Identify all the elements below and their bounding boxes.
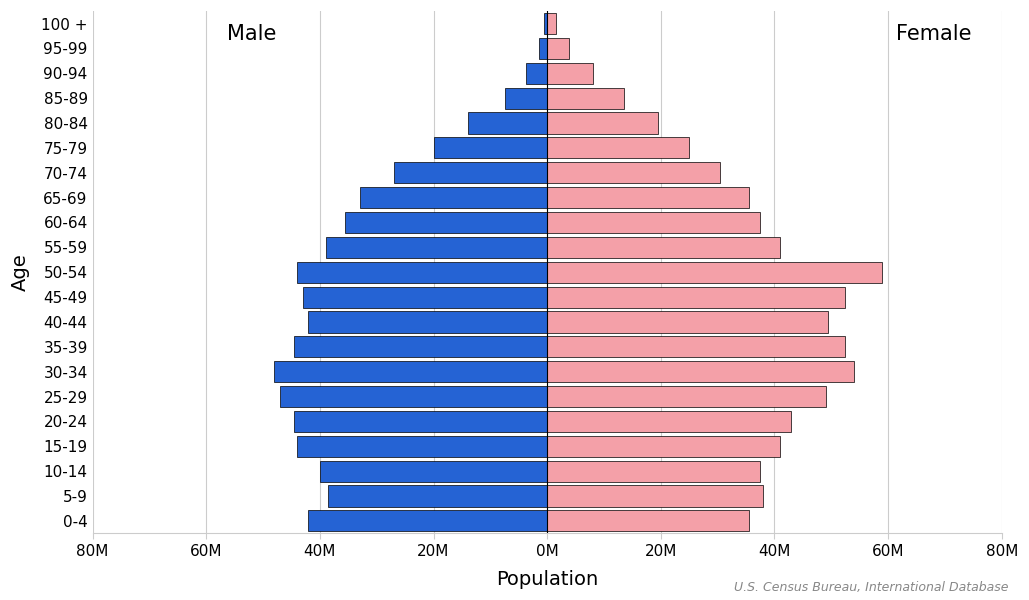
Bar xyxy=(547,287,846,308)
Bar xyxy=(547,88,624,109)
Text: Male: Male xyxy=(227,23,277,44)
Bar xyxy=(467,112,547,134)
Bar xyxy=(294,336,547,358)
Bar xyxy=(294,411,547,432)
Bar xyxy=(309,511,547,532)
Bar xyxy=(275,361,547,382)
Bar xyxy=(547,262,883,283)
Bar xyxy=(547,361,854,382)
X-axis label: Population: Population xyxy=(496,570,598,589)
Bar xyxy=(538,38,547,59)
Bar xyxy=(360,187,547,208)
Bar xyxy=(547,38,569,59)
Bar xyxy=(547,386,825,407)
Bar xyxy=(547,13,557,34)
Bar xyxy=(325,237,547,258)
Bar xyxy=(303,287,547,308)
Bar xyxy=(547,137,689,158)
Bar xyxy=(547,485,764,506)
Bar xyxy=(504,88,547,109)
Bar xyxy=(547,411,791,432)
Bar xyxy=(547,162,720,184)
Bar xyxy=(547,461,760,482)
Bar xyxy=(547,336,846,358)
Bar xyxy=(526,63,547,84)
Bar xyxy=(547,187,749,208)
Bar xyxy=(543,13,547,34)
Bar xyxy=(547,237,780,258)
Bar xyxy=(547,63,593,84)
Bar xyxy=(547,436,780,457)
Bar xyxy=(547,212,760,233)
Bar xyxy=(297,436,547,457)
Text: U.S. Census Bureau, International Database: U.S. Census Bureau, International Databa… xyxy=(734,581,1008,594)
Bar xyxy=(394,162,547,184)
Text: Female: Female xyxy=(896,23,971,44)
Bar xyxy=(433,137,547,158)
Bar xyxy=(280,386,547,407)
Bar xyxy=(547,311,828,332)
Bar xyxy=(547,112,658,134)
Bar xyxy=(320,461,547,482)
Bar xyxy=(328,485,547,506)
Y-axis label: Age: Age xyxy=(11,253,30,291)
Bar xyxy=(297,262,547,283)
Bar xyxy=(309,311,547,332)
Bar xyxy=(547,511,749,532)
Bar xyxy=(346,212,547,233)
